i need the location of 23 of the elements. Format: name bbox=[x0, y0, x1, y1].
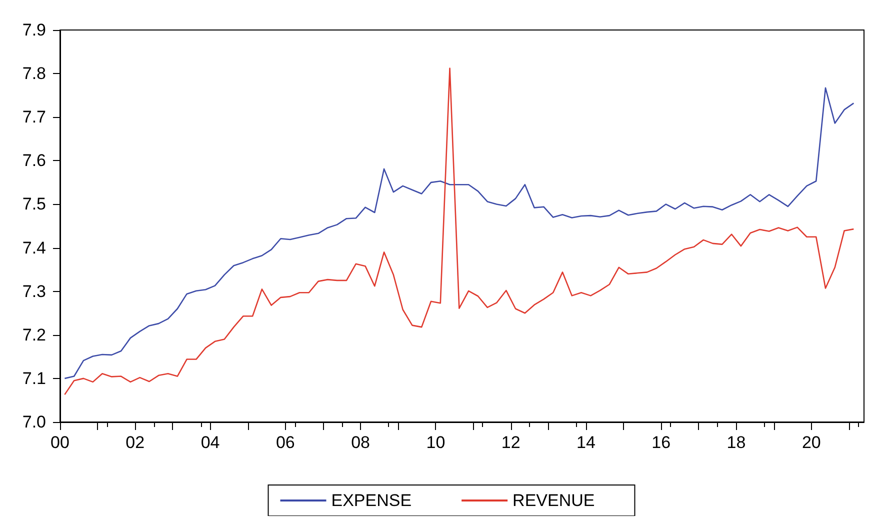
y-tick-label: 7.7 bbox=[22, 108, 46, 127]
y-tick-label: 7.3 bbox=[22, 282, 46, 301]
legend-label: EXPENSE bbox=[331, 491, 412, 510]
x-tick-label: 08 bbox=[351, 433, 370, 452]
x-tick-label: 18 bbox=[726, 433, 746, 452]
y-tick-label: 7.8 bbox=[22, 64, 46, 84]
y-tick-label: 7.2 bbox=[22, 325, 46, 344]
y-tick-label: 7.6 bbox=[22, 151, 46, 170]
x-tick-label: 10 bbox=[426, 433, 446, 452]
x-tick-label: 04 bbox=[200, 433, 220, 452]
y-tick-label: 7.5 bbox=[22, 194, 46, 214]
x-tick-label: 14 bbox=[576, 433, 596, 452]
y-tick-label: 7.9 bbox=[22, 20, 46, 40]
x-tick-label: 16 bbox=[652, 433, 671, 452]
y-tick-label: 7.4 bbox=[22, 238, 46, 258]
y-tick-label: 7.1 bbox=[22, 368, 46, 388]
x-tick-label: 00 bbox=[50, 433, 70, 452]
x-tick-label: 20 bbox=[802, 433, 821, 452]
y-tick-label: 7.0 bbox=[22, 412, 46, 432]
x-tick-label: 02 bbox=[126, 433, 145, 452]
x-tick-label: 06 bbox=[276, 433, 295, 452]
x-tick-label: 12 bbox=[501, 433, 520, 452]
legend-label: REVENUE bbox=[512, 491, 595, 510]
